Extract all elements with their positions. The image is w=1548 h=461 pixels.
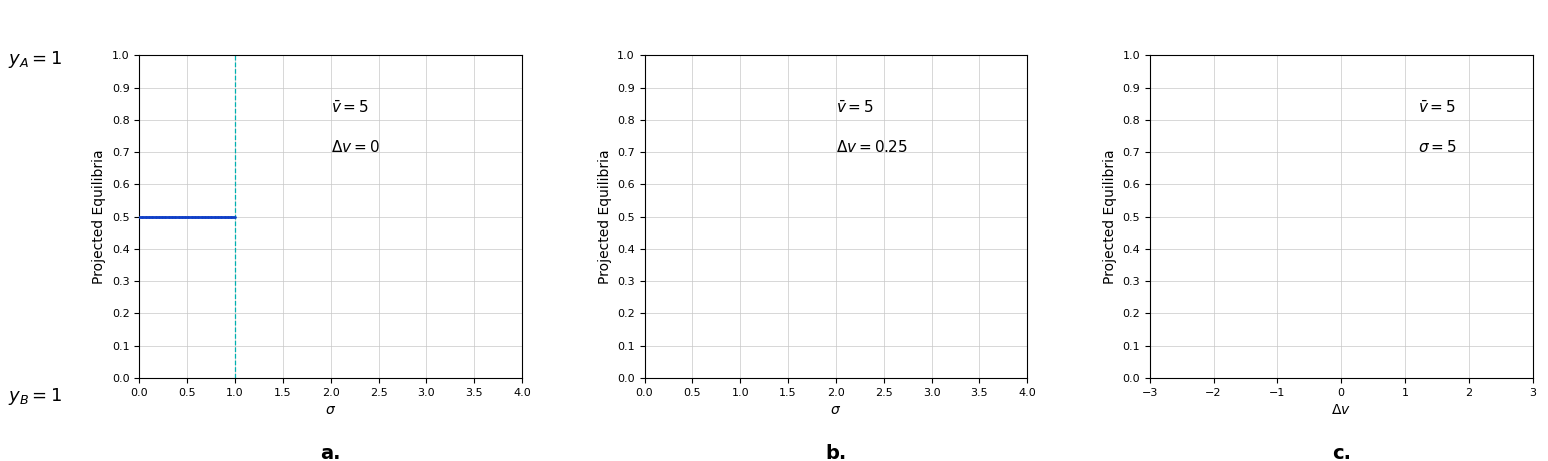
Text: $\Delta v = 0$: $\Delta v = 0$ — [331, 139, 379, 155]
Text: $y_A = 1$: $y_A = 1$ — [8, 49, 62, 71]
Text: $\sigma = 5$: $\sigma = 5$ — [1418, 139, 1457, 155]
Text: $\bar{v} = 5$: $\bar{v} = 5$ — [836, 100, 875, 117]
X-axis label: $\Delta v$: $\Delta v$ — [1331, 403, 1351, 417]
Y-axis label: Projected Equilibria: Projected Equilibria — [1102, 149, 1116, 284]
Y-axis label: Projected Equilibria: Projected Equilibria — [93, 149, 107, 284]
Y-axis label: Projected Equilibria: Projected Equilibria — [598, 149, 611, 284]
Text: $y_B = 1$: $y_B = 1$ — [8, 386, 62, 407]
Text: $\bar{v} = 5$: $\bar{v} = 5$ — [331, 100, 368, 117]
Text: a.: a. — [320, 443, 341, 461]
Text: b.: b. — [825, 443, 847, 461]
X-axis label: $\sigma$: $\sigma$ — [325, 403, 336, 417]
X-axis label: $\sigma$: $\sigma$ — [830, 403, 842, 417]
Text: $\Delta v = 0.25$: $\Delta v = 0.25$ — [836, 139, 907, 155]
Text: $\bar{v} = 5$: $\bar{v} = 5$ — [1418, 100, 1455, 117]
Text: c.: c. — [1331, 443, 1351, 461]
